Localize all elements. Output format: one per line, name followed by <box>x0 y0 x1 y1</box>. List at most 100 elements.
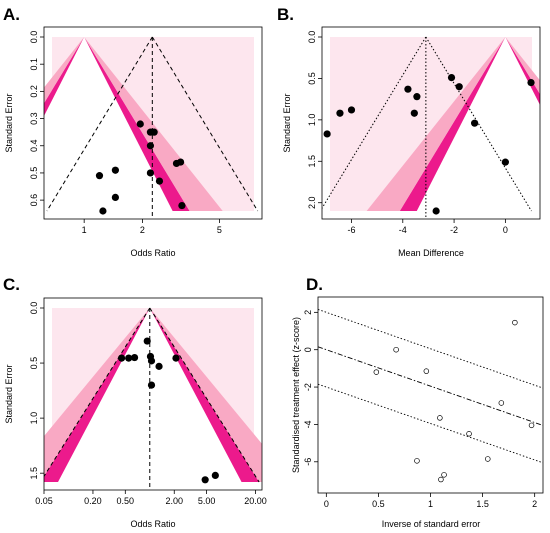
panel-c-xtick-label: 2.00 <box>165 496 183 506</box>
panel-c-ytick-label: 1.5 <box>29 467 39 480</box>
panel-a-point <box>176 158 185 166</box>
panel-c-funnel-line <box>149 307 260 483</box>
panel-d-point <box>512 319 518 326</box>
panel-c-xlabel: Odds Ratio <box>130 519 175 529</box>
panel-b-ytick-label: 2.0 <box>307 196 317 209</box>
panel-d-point <box>528 422 535 429</box>
panel-c-frame <box>43 297 263 491</box>
panel-d-ytick-label: 0 <box>303 347 313 352</box>
panel-a-point <box>146 169 155 177</box>
panel-d-letter: D. <box>306 275 323 294</box>
panel-c-xtick-label: 0.20 <box>84 496 102 506</box>
panel-a-point <box>150 128 158 136</box>
panel-b-point <box>413 93 421 101</box>
panel-b-frame <box>321 26 541 220</box>
panel-b-plot-area: -6 -4 -2 0 0.0 0.5 1.0 1.5 2.0 <box>307 31 540 235</box>
panel-b-point <box>527 78 535 87</box>
panel-a-funnel-line <box>151 36 259 212</box>
panel-a-region-dark <box>44 37 85 117</box>
panel-a-point <box>111 193 119 202</box>
panel-a-xtick-label: 5 <box>217 225 222 235</box>
panel-a-point <box>99 207 107 215</box>
panel-d-xtick-label: 0.5 <box>372 499 385 509</box>
panel-c-point <box>147 381 156 389</box>
panel-b-inner <box>322 36 540 219</box>
panel-a-region-mid <box>84 37 223 211</box>
panel-d-ytick-label: -6 <box>303 458 313 466</box>
panel-c-region-mid <box>149 308 262 482</box>
panel-a-ytick-label: 0.2 <box>29 85 39 98</box>
panel-d-ytick-label: -2 <box>303 383 313 391</box>
panel-b-point <box>410 109 418 117</box>
panel-c-xtick-label: 5.00 <box>198 496 216 506</box>
panel-c-inner <box>44 307 262 490</box>
panel-c-funnel-line <box>44 307 151 478</box>
panel-b-funnel-line <box>425 36 532 212</box>
panel-d-point <box>373 369 380 375</box>
panel-b-funnel-line <box>322 36 427 210</box>
panel-a-ytick-label: 0.1 <box>29 58 39 71</box>
panel-a-point <box>95 172 104 180</box>
panel-d-regression-line <box>318 346 543 426</box>
panel-d-regression-line <box>318 383 543 464</box>
panel-c-point <box>211 471 219 479</box>
panel-a-region-mid <box>44 37 85 104</box>
panel-a-xlabel: Odds Ratio <box>130 248 175 258</box>
panel-c-xtick-label: 20.00 <box>244 496 267 506</box>
panel-a-ytick-label: 0.5 <box>29 167 39 180</box>
panel-b-xtick-label: 0 <box>503 225 508 235</box>
panel-d-plot-area: 0 0.5 1 1.5 2 2 0 -2 -4 -6 <box>303 309 543 509</box>
panel-d-point <box>423 368 430 374</box>
panel-c-point <box>117 354 126 362</box>
panel-a-point <box>111 166 119 174</box>
panel-d-xtick-label: 2 <box>532 499 537 509</box>
panel-d-point <box>393 346 399 353</box>
panel-b-ytick-label: 0.5 <box>307 72 317 85</box>
panel-b-ytick-label: 1.0 <box>307 114 317 127</box>
panel-c-ytick-label: 1.0 <box>29 412 39 425</box>
panel-c-plot-area: 0.05 0.20 0.50 2.00 5.00 20.00 0.0 0.5 1.0 1.5 <box>29 302 267 506</box>
panel-a-point <box>146 142 155 150</box>
panel-a-xtick-label: 1 <box>82 225 87 235</box>
panel-c-xtick-label: 0.05 <box>35 496 53 506</box>
panel-d-regression-line <box>318 309 543 389</box>
panel-c-point <box>130 353 139 362</box>
panel-d-point <box>437 415 443 421</box>
panel-b-point <box>471 119 479 127</box>
panel-b-point <box>455 83 463 91</box>
panel-c-letter: C. <box>3 275 20 294</box>
panel-a-point <box>155 177 164 185</box>
panel-d-inner <box>318 309 543 483</box>
panel-d-point <box>498 400 505 406</box>
panel-d-xtick-label: 0 <box>324 499 329 509</box>
panel-a-ytick-label: 0.6 <box>29 194 39 207</box>
panel-a-xtick-label: 2 <box>140 225 145 235</box>
panel-b-point <box>447 74 456 82</box>
panel-b-point <box>404 85 412 93</box>
panel-b-point <box>336 109 344 117</box>
panel-c-point <box>201 476 209 484</box>
panel-c-ylabel: Standard Error <box>4 364 14 423</box>
panel-d-xlabel: Inverse of standard error <box>382 519 481 529</box>
panel-d-point <box>466 431 472 437</box>
panel-b-ylabel: Standard Error <box>282 93 292 152</box>
panel-b-xtick-label: -4 <box>399 225 407 235</box>
panel-a-point <box>178 201 186 210</box>
panel-b-point <box>501 158 509 166</box>
panel-a-ytick-label: 0.0 <box>29 31 39 44</box>
panel-c-region-dark <box>44 308 150 482</box>
panel-c-point <box>147 357 156 365</box>
panel-b-xlabel: Mean Difference <box>398 248 464 258</box>
panel-a-letter: A. <box>3 5 20 24</box>
panel-c-ytick-label: 0.0 <box>29 302 39 315</box>
panel-d-point <box>485 456 491 462</box>
panel-b-point <box>432 207 440 215</box>
panel-a-ytick-label: 0.3 <box>29 112 39 125</box>
panel-a-ylabel: Standard Error <box>4 93 14 152</box>
panel-d-point <box>441 472 447 478</box>
panel-d-xtick-label: 1 <box>428 499 433 509</box>
panel-a-frame <box>43 26 263 220</box>
panel-c-xtick-label: 0.50 <box>117 496 135 506</box>
panel-d-ylabel: Standardised treatment effect (z-score) <box>291 317 301 473</box>
panel-b-point <box>323 130 331 138</box>
